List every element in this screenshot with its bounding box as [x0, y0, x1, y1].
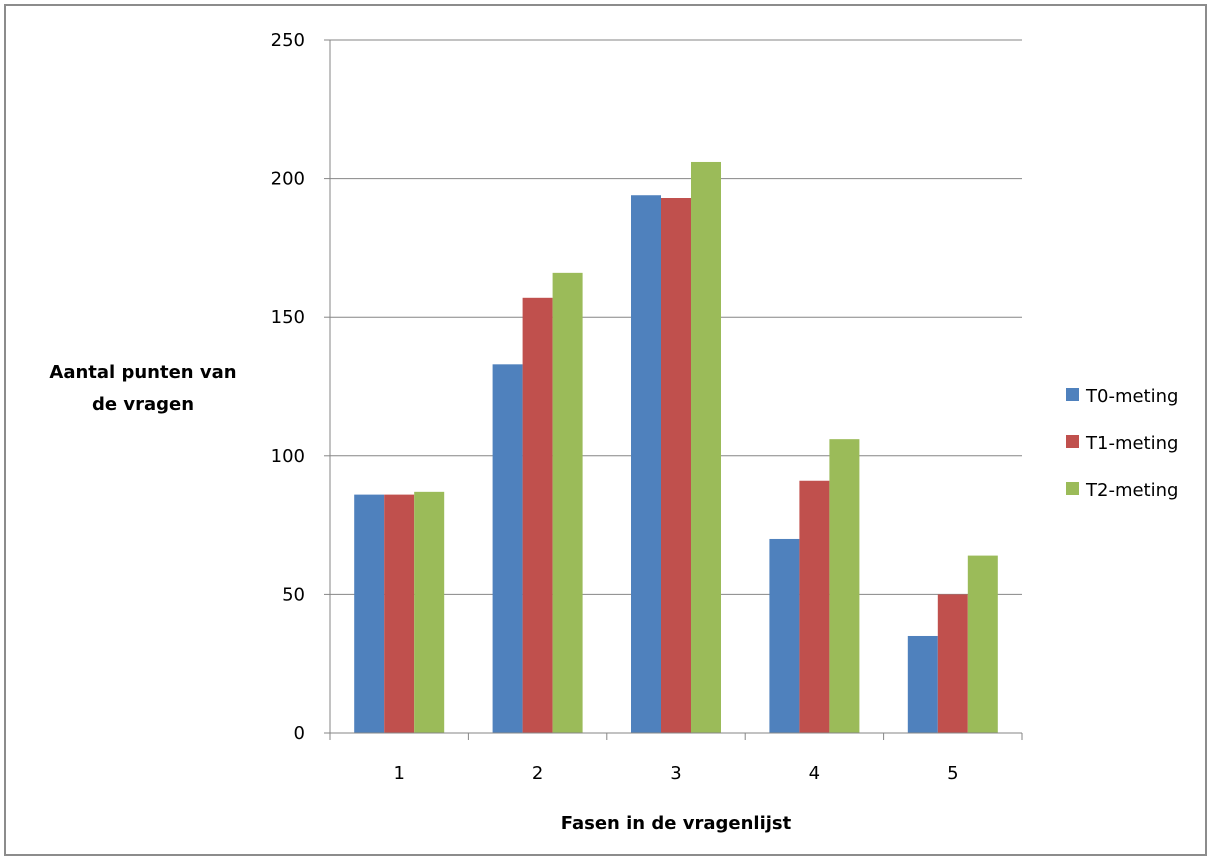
x-tick-label: 4: [809, 763, 820, 784]
axes: [329, 40, 1023, 740]
bar-t0-meting-2: [492, 364, 523, 733]
x-tick-label: 3: [670, 763, 681, 784]
x-axis-title: Fasen in de vragenlijst: [561, 813, 792, 834]
legend-swatch-t2-meting: [1066, 482, 1079, 495]
legend-label-t2-meting: T2-meting: [1085, 480, 1178, 501]
bar-t0-meting-5: [907, 635, 938, 733]
x-tick-label: 2: [532, 763, 543, 784]
bar-t1-meting-3: [661, 198, 691, 733]
x-tick-label: 5: [947, 763, 958, 784]
bar-t1-meting-2: [522, 297, 553, 733]
y-tick-label: 250: [271, 30, 305, 51]
bar-t1-meting-5: [937, 594, 968, 733]
bars: [354, 161, 998, 733]
bar-t1-meting-4: [799, 480, 830, 733]
legend-swatch-t0-meting: [1066, 388, 1079, 401]
legend-label-t0-meting: T0-meting: [1085, 386, 1178, 407]
y-axis-title-line-1: Aantal punten van: [49, 362, 236, 383]
legend-swatch-t1-meting: [1066, 435, 1079, 448]
bar-t1-meting-1: [384, 494, 415, 733]
bar-t2-meting-2: [552, 272, 583, 733]
y-tick-labels: 0 50 100 150 200 250: [271, 30, 330, 744]
bar-t2-meting-5: [967, 555, 998, 733]
y-tick-label: 0: [294, 723, 305, 744]
y-axis-title-line-2: de vragen: [92, 394, 194, 415]
legend: T0-meting T1-meting T2-meting: [1066, 386, 1178, 501]
chart-frame: [4, 4, 1207, 856]
x-tick-label: 1: [393, 763, 404, 784]
bar-t0-meting-3: [631, 195, 661, 733]
bar-t2-meting-3: [691, 161, 721, 733]
y-tick-label: 100: [271, 446, 305, 467]
bar-t0-meting-1: [354, 494, 385, 733]
bar-t0-meting-4: [769, 538, 800, 733]
bar-t2-meting-1: [414, 491, 445, 733]
x-tick-labels: 1 2 3 4 5: [393, 763, 958, 784]
y-tick-label: 200: [271, 169, 305, 190]
y-tick-label: 50: [282, 584, 305, 605]
y-tick-label: 150: [271, 307, 305, 328]
legend-label-t1-meting: T1-meting: [1085, 433, 1178, 454]
bar-t2-meting-4: [829, 439, 860, 733]
